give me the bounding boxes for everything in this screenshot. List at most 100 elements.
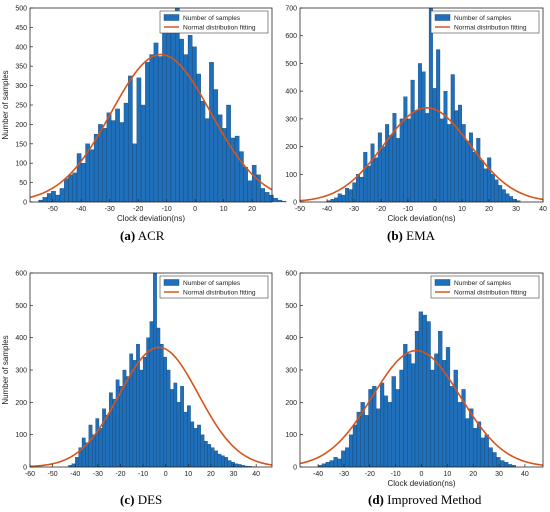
histogram-bar: [395, 389, 400, 468]
legend-label-samples: Number of samples: [454, 15, 512, 22]
x-tick-label: 40: [521, 471, 529, 478]
y-tick-label: 200: [15, 122, 27, 129]
histogram-bar: [142, 356, 147, 468]
x-tick-label: 10: [184, 471, 192, 478]
histogram-bar: [92, 434, 96, 468]
y-tick-label: 600: [15, 271, 27, 278]
histogram-bar: [264, 192, 270, 203]
histogram-bar: [273, 197, 278, 203]
histogram-bar: [352, 424, 358, 468]
axes: -50 -40 -30 -20 -10 0 10 20 30 400100200300400500…: [285, 6, 547, 224]
histogram-bar: [132, 360, 137, 468]
histogram-bar: [430, 369, 435, 468]
legend-label-samples: Number of samples: [454, 280, 512, 287]
x-tick-label: -10: [162, 206, 172, 213]
histogram-bar: [488, 447, 493, 468]
y-tick-label: 500: [15, 6, 27, 13]
histogram-bar: [224, 457, 229, 468]
histogram-bar: [484, 434, 489, 468]
x-tick-label: -60: [25, 471, 35, 478]
histogram-bar: [260, 188, 266, 203]
histogram-bar: [268, 194, 274, 203]
x-tick-label: 20: [207, 471, 215, 478]
histogram-bar: [123, 102, 129, 203]
histogram-bar: [396, 138, 401, 203]
x-tick-label: 20: [469, 471, 477, 478]
histogram-bar: [487, 157, 492, 203]
histogram-bar: [321, 463, 327, 468]
histogram-bar: [217, 453, 222, 468]
histogram-bar: [214, 450, 218, 468]
histogram-bar: [410, 79, 415, 203]
y-tick-label: 300: [285, 116, 297, 123]
y-tick-label: 200: [15, 400, 27, 407]
x-tick-label: 10: [443, 471, 451, 478]
y-tick-label: 100: [15, 161, 27, 168]
histogram-bar: [407, 353, 412, 468]
y-tick-label: 400: [15, 335, 27, 342]
histogram-bar: [153, 272, 157, 468]
histogram-bar: [227, 460, 232, 468]
histogram-bar: [428, 7, 433, 203]
histogram-bar: [453, 369, 458, 468]
histogram-bar: [504, 461, 509, 468]
histogram-bar: [421, 71, 426, 203]
histogram-bar: [345, 187, 350, 203]
histogram-bar: [190, 421, 195, 468]
legend-label-fit: Normal distribution fitting: [183, 25, 256, 32]
histogram-bar: [457, 402, 462, 468]
histogram-bar: [163, 356, 167, 468]
x-tick-label: 20: [248, 206, 256, 213]
legend: Number of samples Normal distribution fit…: [430, 275, 540, 299]
histogram-bar: [363, 151, 368, 203]
y-tick-label: 600: [285, 271, 297, 278]
histogram-bar: [170, 389, 174, 468]
normal-fit-curve: [299, 349, 544, 466]
histogram-bar: [105, 415, 110, 468]
histogram-bar: [193, 428, 198, 468]
histogram-bar: [447, 124, 452, 203]
histogram-bar: [112, 398, 117, 468]
histogram-bar: [149, 54, 155, 203]
x-tick-label: -20: [133, 206, 143, 213]
histogram-bar: [220, 455, 225, 468]
histogram-bar: [337, 193, 342, 203]
x-axis-label: Clock deviation(ns): [387, 479, 455, 488]
histogram-bar: [136, 77, 142, 203]
histogram-bar: [85, 442, 89, 468]
histogram-bar: [403, 96, 408, 203]
histogram-bar: [179, 38, 184, 203]
panel-caption: (a) ACR: [120, 228, 165, 243]
y-tick-label: 400: [15, 44, 27, 51]
histogram-bar: [247, 180, 253, 203]
x-tick-label: 0: [193, 206, 197, 213]
histogram-bar: [213, 89, 219, 203]
histogram-bar: [359, 176, 364, 203]
histogram-bar: [333, 457, 338, 468]
x-axis-label: Clock deviation(ns): [387, 214, 455, 223]
histogram-bar: [434, 353, 439, 468]
panel-caption: (c) DES: [120, 492, 162, 507]
histogram-bar: [500, 460, 505, 468]
x-tick-label: 30: [230, 471, 238, 478]
histogram-bar: [204, 118, 210, 203]
histogram-bar: [71, 463, 76, 468]
histogram-bar: [407, 118, 411, 203]
panel-acr: -50 -40 -30 -20 -10 0 10 2005010015020025030035…: [1, 6, 287, 243]
histogram-bar: [432, 88, 437, 203]
histogram-bar: [251, 164, 257, 203]
histogram-bar: [465, 140, 470, 203]
y-tick-label: 0: [293, 200, 297, 207]
histogram-bar: [203, 440, 208, 468]
histogram-bar: [166, 369, 171, 468]
histogram-bar: [170, 19, 176, 203]
x-tick-label: -30: [339, 471, 349, 478]
axes: -40 -30 -20 -10 0 10 20 30 400100200300400500600…: [285, 271, 544, 488]
x-tick-label: 10: [220, 206, 228, 213]
histogram-bar: [234, 463, 239, 468]
histogram-bar: [399, 118, 404, 203]
histogram-bar: [243, 166, 248, 203]
x-tick-label: -50: [48, 471, 58, 478]
histogram-bar: [436, 49, 441, 203]
histogram-bar: [187, 405, 191, 468]
